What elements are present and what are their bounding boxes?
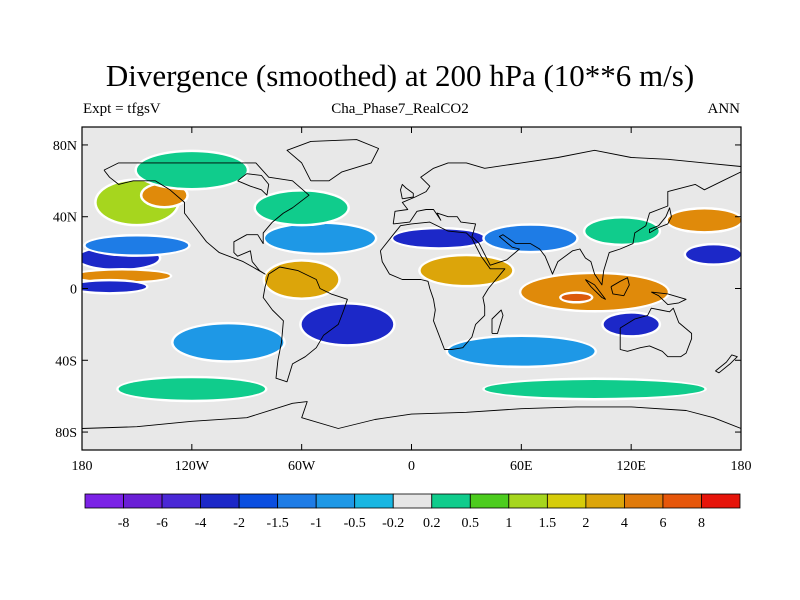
coastline-hudson-bay bbox=[237, 173, 270, 196]
colorbar-box bbox=[354, 493, 394, 509]
colorbar-box bbox=[277, 493, 317, 509]
chart-title: Divergence (smoothed) at 200 hPa (10**6 … bbox=[105, 58, 695, 93]
coastline-greenland bbox=[286, 139, 380, 182]
colorbar-label: -8 bbox=[118, 516, 130, 531]
coastline-borneo bbox=[610, 277, 630, 297]
colorbar-box bbox=[508, 493, 548, 509]
contour-region bbox=[82, 281, 147, 293]
coastline-sumatra bbox=[585, 279, 606, 300]
contour-region bbox=[603, 313, 659, 336]
lat-tick-label: 40S bbox=[55, 354, 77, 369]
contour-region bbox=[393, 229, 485, 248]
season-label: ANN bbox=[707, 101, 741, 117]
colorbar-label: 6 bbox=[659, 516, 666, 531]
lat-axis: 80N 40N 0 40S 80S bbox=[53, 139, 741, 441]
colorbar-box bbox=[469, 493, 510, 509]
contour-region bbox=[686, 245, 741, 264]
colorbar-box bbox=[161, 493, 201, 509]
lat-tick-label: 80N bbox=[53, 139, 77, 154]
colorbar-label: 1.5 bbox=[539, 516, 557, 531]
lat-tick-label: 80S bbox=[55, 426, 77, 441]
colorbar-box bbox=[238, 493, 279, 509]
colorbar-labels: -8 -6 -4 -2 -1.5 -1 -0.5 -0.2 0.2 0.5 1 1.5 2 4 6 8 bbox=[118, 516, 705, 531]
lat-tick-label: 0 bbox=[70, 283, 77, 298]
colorbar-box bbox=[624, 493, 664, 509]
colorbar-label: -1.5 bbox=[267, 516, 289, 531]
coastline-africa bbox=[379, 221, 506, 350]
coastline-eurasia bbox=[392, 149, 741, 286]
contour-region bbox=[142, 184, 187, 206]
coastline-madagascar bbox=[491, 309, 504, 334]
coastline-south-america bbox=[262, 266, 348, 383]
lon-tick-label: 180 bbox=[731, 459, 752, 474]
colorbar-label: 0.2 bbox=[423, 516, 441, 531]
contour-region bbox=[484, 225, 577, 251]
contour-region bbox=[82, 270, 170, 282]
colorbar-label: -2 bbox=[233, 516, 245, 531]
contour-region bbox=[136, 152, 247, 189]
experiment-label: Expt = tfgsV bbox=[83, 101, 161, 117]
lon-tick-label: 60E bbox=[510, 459, 533, 474]
lon-axis: 180 120W 60W 0 60E 120E 180 bbox=[72, 127, 752, 474]
lon-tick-label: 120W bbox=[175, 459, 210, 474]
colorbar-box bbox=[123, 493, 163, 509]
coastline-australia bbox=[619, 307, 693, 358]
coastline-japan bbox=[649, 207, 672, 234]
colorbar-label: 0.5 bbox=[462, 516, 480, 531]
colorbar-label: -4 bbox=[195, 516, 207, 531]
contour-region bbox=[255, 191, 348, 224]
colorbar-box bbox=[315, 493, 356, 509]
coastline-britain bbox=[400, 183, 414, 200]
colorbar-label: 4 bbox=[621, 516, 628, 531]
colorbar-label: -6 bbox=[156, 516, 168, 531]
contour-region bbox=[561, 293, 591, 302]
coastline-new-zealand bbox=[715, 354, 738, 374]
colorbar-label: -1 bbox=[310, 516, 322, 531]
lat-tick-label: 40N bbox=[53, 211, 77, 226]
contour-region bbox=[448, 336, 595, 366]
lon-tick-label: 0 bbox=[408, 459, 415, 474]
coastline-new-guinea bbox=[651, 291, 687, 306]
contour-field bbox=[82, 149, 741, 403]
colorbar-box bbox=[431, 493, 471, 509]
colorbar-label: 1 bbox=[505, 516, 512, 531]
coastline-antarctica bbox=[82, 401, 741, 429]
contour-region bbox=[521, 274, 668, 311]
colorbar-box bbox=[585, 493, 625, 509]
lon-tick-label: 180 bbox=[72, 459, 93, 474]
lon-tick-label: 60W bbox=[288, 459, 316, 474]
colorbar-box bbox=[701, 493, 741, 509]
coastline-north-america bbox=[103, 162, 310, 275]
colorbar-box bbox=[392, 493, 433, 509]
run-label: Cha_Phase7_RealCO2 bbox=[331, 101, 469, 117]
colorbar-box bbox=[662, 493, 702, 509]
contour-region bbox=[85, 236, 189, 255]
colorbar-label: -0.2 bbox=[382, 516, 404, 531]
contour-region bbox=[173, 324, 284, 361]
colorbar-box bbox=[546, 493, 587, 509]
contour-region bbox=[118, 378, 266, 400]
colorbar-label: 8 bbox=[698, 516, 705, 531]
contour-region bbox=[585, 218, 659, 244]
coastlines bbox=[82, 139, 741, 429]
contour-region bbox=[265, 223, 375, 253]
contour-region bbox=[484, 380, 705, 398]
contour-region bbox=[667, 209, 741, 232]
colorbar-box bbox=[84, 493, 124, 509]
colorbar-box bbox=[200, 493, 240, 509]
lon-tick-label: 120E bbox=[616, 459, 646, 474]
colorbar-label: -0.5 bbox=[344, 516, 366, 531]
colorbar-boxes bbox=[84, 493, 741, 509]
colorbar-label: 2 bbox=[582, 516, 589, 531]
